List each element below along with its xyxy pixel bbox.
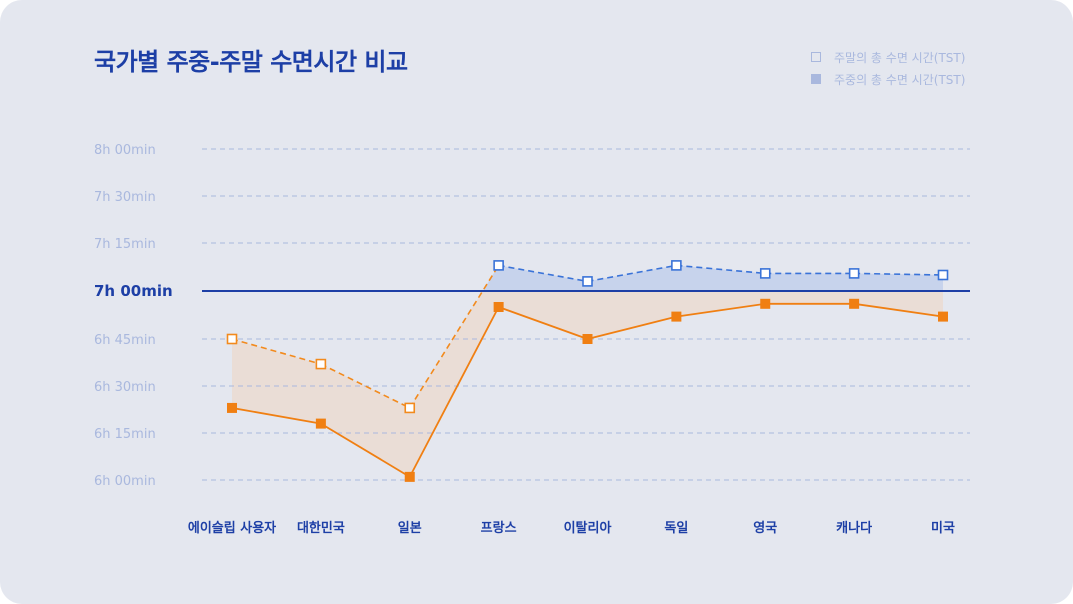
weekend-line-segment [409, 264, 500, 409]
weekend-point[interactable] [404, 402, 416, 414]
weekday-point[interactable] [671, 311, 682, 322]
area-above-reference [482, 265, 943, 291]
weekend-point[interactable] [315, 358, 327, 370]
weekday-point[interactable] [493, 302, 504, 312]
legend-swatch-weekend [811, 52, 821, 62]
x-tick-label: 에이슬립 사용자 [188, 520, 276, 536]
y-tick-label: 7h 30min [94, 190, 156, 205]
legend: 주말의 총 수면 시간(TST) 주중의 총 수면 시간(TST) [811, 50, 965, 94]
weekday-point[interactable] [315, 418, 326, 429]
gridlines [202, 148, 970, 481]
legend-item-weekend[interactable]: 주말의 총 수면 시간(TST) [811, 50, 966, 65]
weekend-point[interactable] [493, 260, 504, 271]
chart-title: 국가별 주중-주말 수면시간 비교 [94, 48, 408, 76]
legend-item-weekday[interactable]: 주중의 총 수면 시간(TST) [811, 72, 966, 87]
weekend-line-segment [676, 264, 766, 275]
weekday-point[interactable] [582, 334, 593, 344]
weekday-line-segment [231, 407, 322, 425]
legend-swatch-weekday [811, 74, 821, 84]
x-tick-label: 캐나다 [836, 520, 872, 536]
weekend-point[interactable] [671, 260, 682, 271]
weekend-point[interactable] [937, 269, 949, 281]
x-tick-label: 이탈리아 [564, 520, 612, 536]
weekend-line-segment [320, 363, 411, 409]
series-lines [231, 264, 944, 478]
weekday-line-segment [853, 302, 944, 318]
x-tick-label: 대한민국 [297, 520, 345, 536]
x-tick-label: 프랑스 [481, 521, 517, 536]
y-tick-label: 6h 30min [94, 380, 156, 395]
weekday-point[interactable] [760, 298, 771, 309]
legend-label-weekday: 주중의 총 수면 시간(TST) [834, 72, 966, 87]
legend-label-weekend: 주말의 총 수면 시간(TST) [834, 50, 966, 65]
x-axis-ticks: 에이슬립 사용자 대한민국 일본 프랑스 이탈리아 독일 영국 캐나다 미국 [188, 520, 955, 536]
weekday-point[interactable] [938, 311, 948, 322]
weekday-line-segment [320, 422, 411, 478]
weekend-point[interactable] [848, 268, 860, 279]
y-axis-ticks: 8h 00min 7h 30min 7h 15min 7h 00min 6h 45min… [94, 143, 173, 489]
weekday-line-segment [408, 306, 500, 478]
weekend-line-segment [587, 264, 677, 283]
series-markers [226, 260, 949, 482]
weekend-line-segment [498, 264, 588, 283]
x-tick-label: 일본 [398, 521, 422, 536]
area-below-reference [232, 291, 943, 477]
y-tick-label: 8h 00min [94, 143, 156, 158]
y-tick-label: 6h 00min [94, 474, 156, 489]
weekend-point[interactable] [582, 276, 593, 287]
weekend-line-segment [231, 338, 322, 365]
y-tick-label: 7h 15min [94, 237, 156, 252]
y-tick-label: 6h 45min [94, 333, 156, 348]
x-tick-label: 영국 [753, 521, 777, 536]
x-tick-label: 독일 [664, 521, 688, 536]
weekend-point[interactable] [759, 268, 771, 279]
weekday-point[interactable] [227, 402, 237, 413]
weekday-point[interactable] [404, 471, 415, 482]
weekday-line-segment [676, 302, 766, 318]
weekend-line-segment [854, 272, 944, 276]
weekend-point[interactable] [226, 333, 238, 345]
y-tick-label: 7h 00min [94, 282, 173, 300]
x-tick-label: 미국 [931, 520, 955, 536]
weekday-point[interactable] [849, 298, 860, 309]
difference-area [232, 265, 943, 477]
weekday-line-segment [587, 315, 677, 340]
y-tick-label: 6h 15min [94, 427, 156, 442]
weekday-line-segment [498, 306, 588, 340]
